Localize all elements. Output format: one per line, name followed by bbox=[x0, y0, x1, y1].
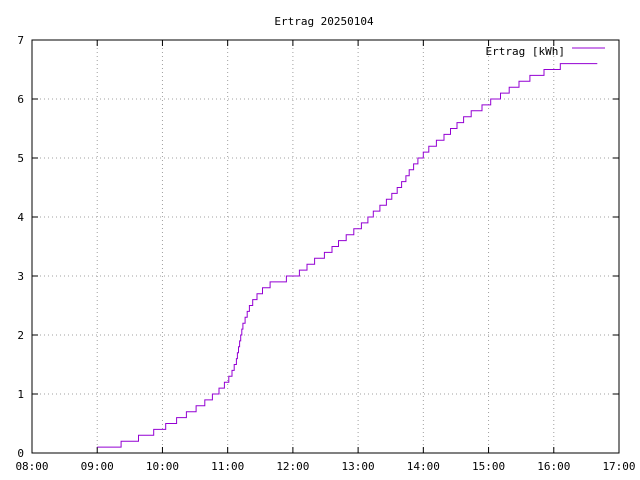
y-tick-label: 2 bbox=[17, 329, 24, 342]
x-tick-label: 14:00 bbox=[407, 460, 440, 473]
x-tick-label: 15:00 bbox=[472, 460, 505, 473]
x-tick-label: 17:00 bbox=[602, 460, 635, 473]
x-tick-label: 10:00 bbox=[146, 460, 179, 473]
legend: Ertrag [kWh] bbox=[486, 45, 605, 58]
y-tick-label: 6 bbox=[17, 93, 24, 106]
x-tick-label: 08:00 bbox=[15, 460, 48, 473]
x-tick-label: 11:00 bbox=[211, 460, 244, 473]
x-tick-label: 16:00 bbox=[537, 460, 570, 473]
y-tick-labels: 0 1 2 3 4 5 6 7 bbox=[17, 34, 24, 460]
x-tick-label: 12:00 bbox=[276, 460, 309, 473]
x-tick-labels: 08:00 09:00 10:00 11:00 12:00 13:00 14:00 15:00… bbox=[15, 460, 635, 473]
y-tick-label: 7 bbox=[17, 34, 24, 47]
legend-label: Ertrag [kWh] bbox=[486, 45, 565, 58]
grid-lines bbox=[32, 40, 619, 453]
y-tick-label: 5 bbox=[17, 152, 24, 165]
y-tick-label: 0 bbox=[17, 447, 24, 460]
series-layer bbox=[97, 63, 598, 448]
series-line-ertrag bbox=[97, 63, 598, 448]
y-tick-label: 1 bbox=[17, 388, 24, 401]
x-tick-label: 13:00 bbox=[342, 460, 375, 473]
x-tick-label: 09:00 bbox=[81, 460, 114, 473]
y-tick-label: 3 bbox=[17, 270, 24, 283]
plot-frame bbox=[31, 39, 620, 454]
chart-title: Ertrag 20250104 bbox=[274, 15, 374, 28]
y-tick-label: 4 bbox=[17, 211, 24, 224]
axis-ticks bbox=[31, 39, 620, 454]
